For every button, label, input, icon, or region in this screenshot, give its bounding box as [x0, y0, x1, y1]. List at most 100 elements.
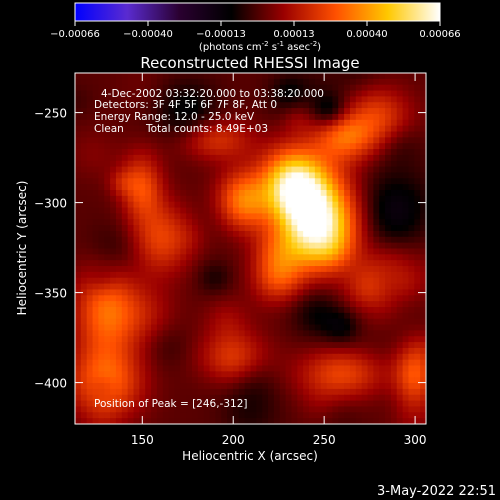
- heatmap-cell: [156, 149, 164, 156]
- heatmap-cell: [402, 113, 410, 121]
- heatmap-cell: [186, 149, 193, 156]
- y-tick-label: −250: [34, 107, 67, 121]
- heatmap-cell: [221, 125, 228, 133]
- heatmap-cell: [414, 184, 421, 191]
- heatmap-cell: [180, 383, 187, 390]
- heatmap-cell: [373, 131, 380, 138]
- heatmap-cell: [390, 190, 398, 197]
- heatmap-cell: [151, 184, 158, 191]
- heatmap-cell: [408, 400, 415, 408]
- heatmap-cell: [279, 160, 287, 168]
- chart-title: Reconstructed RHESSI Image: [140, 54, 359, 72]
- heatmap-cell: [238, 266, 246, 273]
- heatmap-cell: [420, 353, 426, 361]
- heatmap-cell: [209, 388, 216, 396]
- heatmap-cell: [338, 318, 345, 326]
- heatmap-cell: [367, 383, 374, 390]
- heatmap-cell: [80, 195, 88, 203]
- heatmap-cell: [338, 160, 345, 168]
- heatmap-cell: [385, 406, 392, 413]
- heatmap-cell: [268, 342, 275, 349]
- heatmap-cell: [92, 125, 99, 133]
- heatmap-cell: [244, 190, 252, 197]
- heatmap-cell: [414, 312, 421, 320]
- heatmap-cell: [349, 108, 357, 115]
- heatmap-cell: [338, 289, 345, 296]
- heatmap-cell: [338, 342, 345, 349]
- heatmap-cell: [186, 260, 193, 267]
- heatmap-cell: [420, 254, 426, 261]
- heatmap-cell: [402, 166, 410, 174]
- heatmap-cell: [86, 307, 94, 314]
- heatmap-cell: [385, 219, 392, 226]
- heatmap-cell: [408, 365, 415, 372]
- heatmap-cell: [203, 336, 211, 343]
- heatmap-cell: [174, 336, 181, 343]
- heatmap-cell: [145, 365, 152, 372]
- heatmap-cell: [361, 172, 369, 179]
- heatmap-cell: [145, 84, 152, 92]
- heatmap-cell: [385, 201, 392, 209]
- heatmap-cell: [291, 312, 298, 320]
- heatmap-cell: [156, 330, 164, 337]
- heatmap-cell: [279, 184, 287, 191]
- heatmap-cell: [268, 295, 275, 302]
- heatmap-cell: [291, 271, 298, 279]
- heatmap-cell: [244, 108, 252, 115]
- heatmap-cell: [297, 102, 304, 109]
- heatmap-cell: [285, 260, 293, 267]
- heatmap-cell: [115, 195, 123, 203]
- heatmap-cell: [355, 149, 363, 156]
- heatmap-cell: [151, 418, 158, 424]
- heatmap-cell: [139, 365, 146, 372]
- heatmap-cell: [420, 336, 426, 343]
- heatmap-cell: [320, 131, 328, 138]
- heatmap-cell: [92, 225, 99, 232]
- heatmap-cell: [227, 307, 234, 314]
- heatmap-cell: [355, 131, 363, 138]
- heatmap-cell: [168, 166, 176, 174]
- heatmap-cell: [244, 184, 252, 191]
- heatmap-cell: [349, 400, 357, 408]
- heatmap-cell: [197, 166, 205, 174]
- heatmap-cell: [373, 219, 380, 226]
- heatmap-cell: [127, 108, 135, 115]
- heatmap-cell: [232, 336, 240, 343]
- heatmap-cell: [98, 301, 105, 308]
- heatmap-cell: [104, 248, 111, 255]
- heatmap-cell: [145, 119, 152, 127]
- heatmap-cell: [420, 201, 426, 209]
- heatmap-cell: [367, 225, 374, 232]
- heatmap-cell: [250, 195, 257, 203]
- heatmap-cell: [221, 412, 228, 419]
- heatmap-cell: [139, 178, 146, 185]
- heatmap-cell: [75, 131, 82, 138]
- heatmap-cell: [250, 412, 257, 419]
- heatmap-cell: [232, 195, 240, 203]
- heatmap-cell: [402, 353, 410, 361]
- heatmap-cell: [338, 137, 345, 144]
- heatmap-cell: [186, 307, 193, 314]
- heatmap-cell: [420, 131, 426, 138]
- heatmap-cell: [180, 301, 187, 308]
- heatmap-cell: [121, 400, 129, 408]
- heatmap-cell: [145, 190, 152, 197]
- heatmap-cell: [285, 283, 293, 291]
- heatmap-cell: [396, 289, 404, 296]
- heatmap-cell: [227, 119, 234, 127]
- heatmap-cell: [80, 108, 88, 115]
- heatmap-cell: [127, 336, 135, 343]
- heatmap-cell: [326, 336, 333, 343]
- heatmap-cell: [396, 254, 404, 261]
- heatmap-cell: [244, 73, 252, 80]
- heatmap-cell: [98, 207, 105, 214]
- heatmap-cell: [420, 248, 426, 255]
- heatmap-cell: [338, 166, 345, 174]
- heatmap-cell: [420, 312, 426, 320]
- heatmap-cell: [396, 283, 404, 291]
- heatmap-cell: [192, 266, 199, 273]
- heatmap-cell: [139, 301, 146, 308]
- heatmap-cell: [291, 289, 298, 296]
- heatmap-cell: [139, 248, 146, 255]
- heatmap-cell: [156, 277, 164, 285]
